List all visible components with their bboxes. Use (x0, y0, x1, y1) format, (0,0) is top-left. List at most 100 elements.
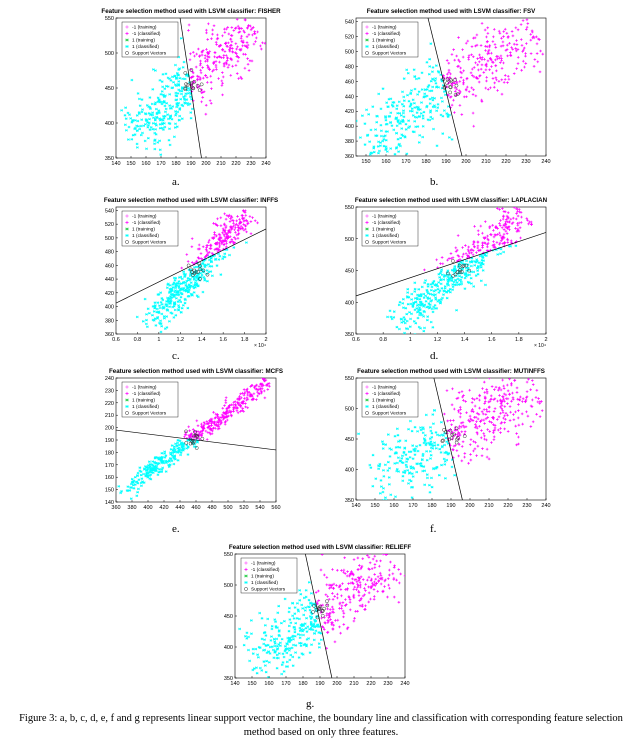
point-neg (514, 227, 517, 230)
point-neg (517, 442, 520, 446)
point-pos (133, 119, 137, 122)
point-neg (224, 60, 228, 64)
point-neg (483, 58, 486, 61)
point-pos (377, 151, 380, 155)
point-neg (467, 54, 471, 57)
point-neg (499, 44, 503, 48)
point-neg (485, 410, 489, 413)
point-neg (214, 416, 217, 419)
point-pos (400, 457, 404, 460)
point-neg (209, 244, 212, 247)
point-pos (177, 101, 180, 105)
point-pos (304, 595, 308, 599)
legend-marker (125, 44, 129, 49)
point-neg (504, 225, 508, 229)
point-neg (376, 590, 380, 593)
y-tick-label: 400 (105, 305, 114, 311)
y-tick-label: 400 (345, 468, 354, 474)
point-pos (402, 297, 405, 301)
point-pos (442, 275, 446, 278)
point-pos (439, 282, 443, 286)
x-tick-label: 210 (216, 161, 225, 167)
point-neg (525, 395, 529, 399)
point-neg (374, 537, 377, 540)
legend-marker (125, 233, 129, 238)
point-neg (498, 224, 502, 227)
point-neg (503, 427, 506, 431)
point-neg (342, 570, 345, 574)
point-pos (448, 136, 451, 139)
point-pos (476, 259, 479, 263)
data-points (386, 207, 533, 334)
legend-marker (365, 38, 369, 42)
x-tick-label: 160 (264, 681, 273, 687)
legend-label: -1 (training) (372, 214, 397, 220)
point-neg (214, 60, 218, 63)
point-neg (208, 431, 212, 435)
point-pos (200, 273, 204, 277)
point-pos (168, 463, 172, 467)
point-neg (470, 251, 473, 255)
legend-marker (365, 25, 369, 29)
point-pos (407, 295, 411, 299)
point-neg (447, 70, 451, 74)
point-pos (313, 625, 316, 628)
point-neg (484, 220, 487, 223)
support-vector (464, 263, 469, 268)
y-tick-label: 200 (105, 426, 114, 432)
point-pos (155, 124, 158, 127)
legend-box (361, 210, 419, 247)
point-pos (474, 274, 478, 277)
point-pos (405, 327, 408, 330)
point-pos (148, 128, 152, 131)
point-pos (160, 296, 164, 300)
x-tick-label: 2 (264, 337, 267, 343)
point-neg (500, 92, 504, 96)
point-neg (458, 405, 462, 409)
point-pos (168, 283, 172, 287)
point-pos (168, 143, 172, 147)
point-neg (452, 419, 455, 422)
point-pos (152, 68, 155, 71)
point-pos (182, 97, 186, 100)
point-pos (238, 627, 241, 631)
data-points (238, 537, 405, 678)
point-neg (461, 255, 464, 259)
point-neg (517, 403, 520, 406)
point-pos (172, 316, 176, 319)
point-pos (317, 631, 321, 634)
point-pos (418, 462, 421, 466)
point-pos (397, 150, 400, 153)
point-neg (225, 407, 228, 411)
point-pos (389, 121, 392, 125)
point-pos (151, 111, 154, 115)
point-pos (394, 162, 397, 164)
point-pos (413, 281, 417, 285)
legend-marker (365, 31, 369, 36)
point-neg (481, 387, 484, 390)
y-tick-label: 460 (345, 79, 354, 85)
point-neg (211, 32, 214, 36)
point-pos (413, 333, 417, 334)
point-pos (319, 638, 323, 642)
point-pos (313, 620, 317, 623)
point-pos (180, 92, 183, 96)
point-neg (492, 416, 495, 419)
point-neg (481, 412, 485, 416)
point-pos (168, 127, 171, 131)
point-pos (156, 96, 160, 100)
point-pos (159, 330, 163, 334)
point-neg (239, 410, 242, 413)
point-neg (494, 225, 498, 228)
point-neg (386, 577, 390, 580)
y-tick-label: 350 (105, 156, 114, 162)
point-neg (472, 449, 475, 453)
point-pos (147, 121, 151, 125)
point-pos (428, 97, 432, 101)
point-neg (199, 59, 202, 63)
point-neg (515, 432, 518, 435)
scatter-chart-f: Feature selection method used with LSVM … (345, 368, 551, 509)
support-vector (195, 83, 200, 88)
point-pos (160, 80, 164, 83)
point-pos (174, 286, 177, 290)
